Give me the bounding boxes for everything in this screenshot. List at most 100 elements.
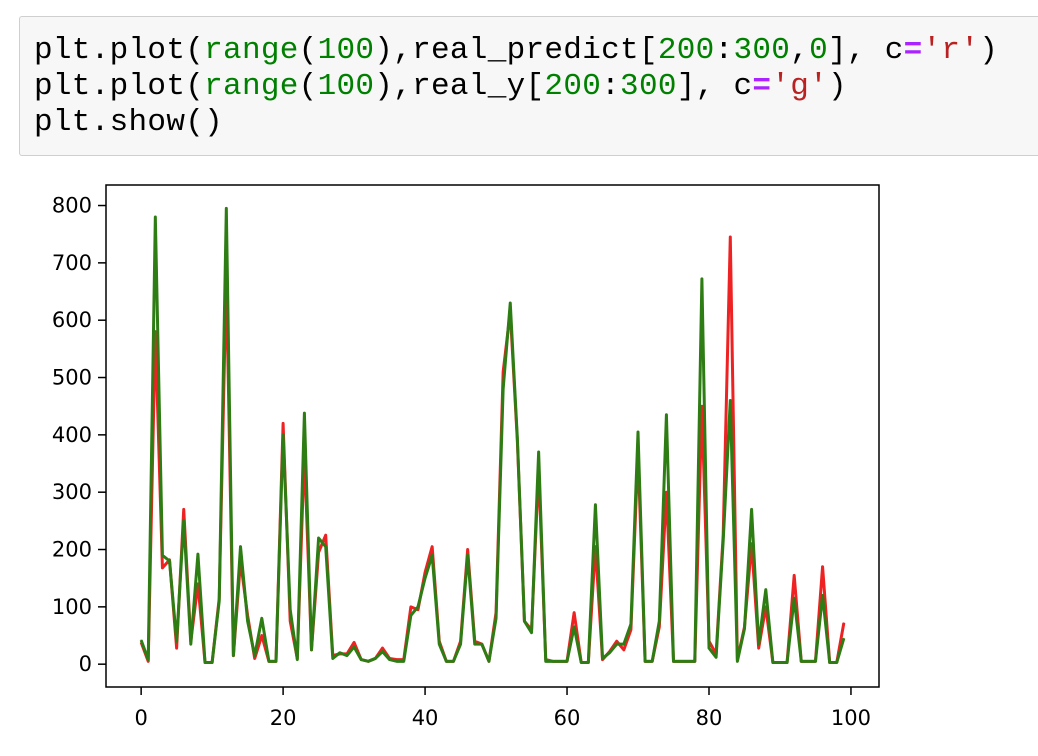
data-point bbox=[176, 640, 178, 642]
code-line-1: plt.plot(range(100),real_predict[200:300… bbox=[34, 33, 998, 69]
data-point bbox=[353, 646, 355, 648]
data-point bbox=[772, 661, 774, 664]
data-point bbox=[701, 405, 703, 407]
data-point bbox=[410, 606, 412, 608]
data-point bbox=[495, 617, 497, 619]
x-tick-label: 40 bbox=[412, 706, 439, 730]
data-point bbox=[680, 660, 682, 662]
code-token: 200 bbox=[544, 69, 602, 104]
data-point bbox=[665, 491, 668, 493]
data-point bbox=[154, 216, 156, 218]
y-tick-label: 400 bbox=[52, 423, 92, 447]
data-point bbox=[367, 660, 369, 662]
x-tick-label: 80 bbox=[696, 706, 723, 730]
data-point bbox=[708, 647, 710, 649]
code-token: ], c bbox=[827, 33, 904, 68]
data-point bbox=[459, 643, 462, 645]
data-point bbox=[183, 520, 185, 522]
data-point bbox=[530, 632, 533, 634]
series-layer bbox=[139, 206, 846, 664]
data-point bbox=[467, 548, 469, 551]
data-point bbox=[750, 508, 753, 510]
data-point bbox=[601, 657, 604, 660]
data-point bbox=[481, 643, 483, 645]
data-point bbox=[296, 659, 298, 661]
data-point bbox=[339, 652, 341, 654]
code-token: 'g' bbox=[771, 69, 829, 104]
data-point bbox=[452, 660, 455, 662]
data-point bbox=[715, 656, 717, 658]
data-point bbox=[658, 620, 660, 622]
y-tick-label: 500 bbox=[52, 366, 92, 390]
data-point bbox=[502, 388, 504, 390]
data-point bbox=[623, 643, 625, 645]
data-point bbox=[694, 660, 696, 662]
data-point bbox=[310, 649, 313, 651]
data-point bbox=[381, 647, 384, 649]
data-point bbox=[388, 659, 391, 661]
data-point bbox=[609, 652, 611, 654]
data-point bbox=[793, 574, 795, 576]
data-point bbox=[821, 594, 824, 596]
data-point bbox=[332, 657, 334, 660]
data-point bbox=[516, 437, 518, 439]
code-token: plt.plot( bbox=[34, 69, 205, 104]
data-point bbox=[758, 647, 760, 649]
data-point bbox=[225, 207, 227, 209]
data-point bbox=[573, 626, 575, 628]
data-point bbox=[616, 640, 618, 642]
data-point bbox=[687, 660, 689, 662]
data-point bbox=[630, 629, 632, 631]
data-point bbox=[672, 660, 675, 662]
y-tick-label: 800 bbox=[52, 194, 92, 218]
code-token: ) bbox=[828, 69, 847, 104]
data-point bbox=[303, 412, 305, 414]
data-point bbox=[317, 537, 320, 539]
code-line-2: plt.plot(range(100),real_y[200:300], c='… bbox=[34, 69, 847, 105]
code-token: ),real_predict[ bbox=[374, 33, 658, 68]
x-tick-label: 100 bbox=[831, 706, 871, 730]
data-point bbox=[594, 504, 597, 506]
data-point bbox=[197, 583, 199, 585]
data-point bbox=[431, 546, 433, 548]
code-token: , bbox=[790, 33, 810, 68]
data-point bbox=[211, 661, 213, 664]
data-point bbox=[580, 661, 582, 664]
data-point bbox=[829, 661, 831, 664]
x-tick-label: 20 bbox=[270, 706, 297, 730]
code-token: : bbox=[601, 69, 621, 104]
y-axis: 0 100 200 300 400 500 600 700 800 bbox=[52, 194, 106, 676]
data-point bbox=[566, 660, 568, 662]
code-token: plt.plot( bbox=[34, 33, 205, 68]
data-point bbox=[758, 643, 760, 645]
data-point bbox=[239, 546, 242, 548]
code-token: ( bbox=[298, 69, 318, 104]
data-point bbox=[154, 331, 156, 333]
code-token: : bbox=[714, 33, 734, 68]
data-point bbox=[552, 660, 554, 662]
data-point bbox=[587, 661, 589, 664]
data-point bbox=[843, 622, 845, 624]
code-cell[interactable]: plt.plot(range(100),real_predict[200:300… bbox=[19, 16, 1038, 156]
data-point bbox=[381, 650, 384, 653]
data-point bbox=[254, 657, 256, 660]
data-point bbox=[488, 660, 490, 662]
data-point bbox=[821, 566, 824, 568]
code-token: 100 bbox=[317, 33, 375, 68]
data-point bbox=[843, 637, 845, 639]
data-point bbox=[701, 278, 703, 280]
data-point bbox=[786, 661, 788, 664]
data-point bbox=[325, 534, 327, 536]
data-point bbox=[651, 660, 653, 662]
data-point bbox=[637, 431, 639, 433]
code-token: 300 bbox=[733, 33, 791, 68]
data-point bbox=[197, 553, 199, 555]
data-point bbox=[467, 554, 469, 556]
data-point bbox=[161, 554, 164, 556]
data-point bbox=[630, 623, 632, 625]
code-token: plt.show() bbox=[34, 105, 224, 140]
data-point bbox=[807, 660, 809, 662]
data-point bbox=[403, 660, 405, 662]
data-point bbox=[793, 597, 795, 599]
data-point bbox=[729, 236, 731, 238]
